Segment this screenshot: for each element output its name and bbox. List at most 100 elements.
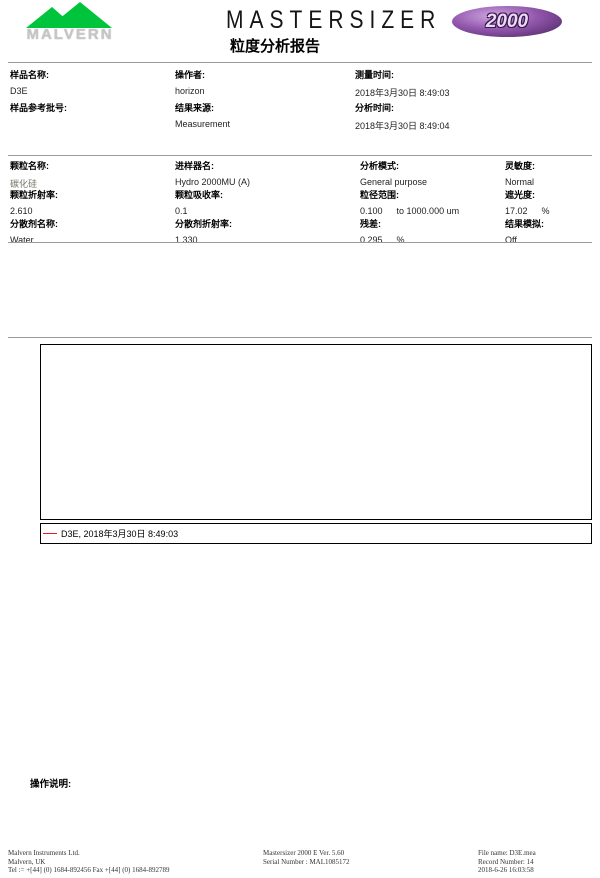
field-label: 结果模拟:: [505, 219, 544, 229]
field-value: Water: [10, 235, 175, 246]
field-value: horizon: [175, 86, 355, 97]
field-label: 颗粒吸收率:: [175, 190, 223, 200]
section-divider: [8, 155, 592, 156]
chart-legend: D3E, 2018年3月30日 8:49:03: [40, 523, 592, 544]
field-value: Hydro 2000MU (A): [175, 177, 360, 188]
field-column: 测量时间: 2018年3月30日 8:49:03 分析时间: 2018年3月30日 8…: [355, 68, 592, 134]
field: 颗粒折射率: 2.610: [10, 188, 175, 216]
field-value: 0.1: [175, 206, 360, 217]
value-text: 碳化硅: [10, 179, 38, 189]
field: 颗粒名称: 碳化硅: [10, 159, 175, 189]
footer-file-info: File name: D3E.mea Record Number: 14 201…: [478, 849, 592, 875]
field-label: 粒径范围:: [360, 190, 399, 200]
value-unit: to 1000.000 um: [396, 206, 460, 216]
field-value: Off: [505, 235, 592, 246]
field-value: General purpose: [360, 177, 505, 188]
value-text: Hydro 2000MU (A): [175, 177, 251, 187]
field: 颗粒吸收率: 0.1: [175, 188, 360, 216]
field: 分析模式: General purpose: [360, 159, 505, 187]
value-unit: %: [396, 235, 405, 245]
field-label: 残差:: [360, 219, 381, 229]
field-value: D3E: [10, 86, 175, 97]
value-text: 2018年3月30日 8:49:03: [355, 88, 450, 98]
field-value: 0.295%: [360, 235, 505, 246]
field: 操作者: horizon: [175, 68, 355, 97]
value-text: 0.295: [360, 235, 383, 245]
field: 遮光度: 17.02%: [505, 188, 592, 216]
footer-line: Malvern Instruments Ltd.: [8, 849, 80, 857]
field: 灵敏度: Normal: [505, 159, 592, 187]
field: 结果来源: Measurement: [175, 101, 355, 130]
particle-size-distribution-chart: [40, 344, 592, 520]
field-value: 碳化硅: [10, 177, 175, 190]
field-label: 测量时间:: [355, 70, 394, 80]
field: 样品参考批号:: [10, 101, 175, 128]
field-value: 17.02%: [505, 206, 592, 217]
footer-line: Malvern, UK: [8, 857, 46, 866]
field-label: 结果来源:: [175, 103, 214, 113]
field-label: 遮光度:: [505, 190, 535, 200]
footer-version: Mastersizer 2000 E Ver. 5.60 Serial Numb…: [263, 849, 478, 875]
value-unit: %: [541, 206, 550, 216]
field-label: 操作者:: [175, 70, 205, 80]
field-value: Normal: [505, 177, 592, 188]
measurement-info-section: 颗粒名称: 碳化硅 颗粒折射率: 2.610 分散剂名称: Water 进样器名: Hydro…: [10, 159, 592, 246]
legend-line-icon: [43, 533, 57, 534]
footer-line: Tel := +[44] (0) 1684-892456 Fax +[44] (…: [8, 866, 170, 874]
field-column: 操作者: horizon 结果来源: Measurement: [175, 68, 355, 134]
field-value: [10, 119, 175, 130]
field-column: 颗粒名称: 碳化硅 颗粒折射率: 2.610 分散剂名称: Water: [10, 159, 175, 246]
footer-line: 2018-6-26 16:03:58: [478, 866, 534, 874]
field-column: 进样器名: Hydro 2000MU (A) 颗粒吸收率: 0.1 分散剂折射率: 1.3…: [175, 159, 360, 246]
page-footer: Malvern Instruments Ltd. Malvern, UK Tel…: [8, 849, 592, 875]
product-title: MASTERSIZER: [226, 7, 442, 35]
chart-canvas: [41, 345, 591, 519]
report-title: 粒度分析报告: [230, 38, 321, 55]
footer-line: Record Number: 14: [478, 857, 534, 866]
field-label: 分散剂折射率:: [175, 219, 232, 229]
field-value: Measurement: [175, 119, 355, 130]
field: 分析时间: 2018年3月30日 8:49:04: [355, 101, 592, 131]
value-text: General purpose: [360, 177, 428, 187]
section-divider: [8, 337, 592, 338]
field-label: 分析模式:: [360, 161, 399, 171]
badge-text: 2000: [485, 10, 529, 32]
field-label: 样品参考批号:: [10, 103, 67, 113]
field: 样品名称: D3E: [10, 68, 175, 97]
value-text: 2018年3月30日 8:49:04: [355, 121, 450, 131]
value-text: 0.1: [175, 206, 188, 216]
field: 分散剂名称: Water: [10, 217, 175, 245]
field-label: 进样器名:: [175, 161, 214, 171]
field-column: 样品名称: D3E 样品参考批号:: [10, 68, 175, 134]
malvern-logo: MALVERN: [14, 2, 126, 44]
field-label: 样品名称:: [10, 70, 49, 80]
footer-line: Serial Number : MAL1085172: [263, 857, 350, 866]
section-divider: [8, 242, 592, 243]
field-value: 1.330: [175, 235, 360, 246]
field: 进样器名: Hydro 2000MU (A): [175, 159, 360, 187]
field: 残差: 0.295%: [360, 217, 505, 245]
sample-info-section: 样品名称: D3E 样品参考批号: 操作者: horizon 结果来源: Measureme…: [10, 68, 592, 134]
field-value: 2018年3月30日 8:49:03: [355, 86, 592, 99]
field: 结果模拟: Off: [505, 217, 592, 245]
field-label: 颗粒折射率:: [10, 190, 58, 200]
value-text: 17.02: [505, 206, 528, 216]
value-text: horizon: [175, 86, 205, 96]
legend-label: D3E, 2018年3月30日 8:49:03: [61, 529, 179, 539]
value-text: Normal: [505, 177, 535, 187]
field-column: 分析模式: General purpose 粒径范围: 0.100 to 1000.00…: [360, 159, 505, 246]
field-value: 2018年3月30日 8:49:04: [355, 119, 592, 132]
value-text: D3E: [10, 86, 28, 96]
field: 测量时间: 2018年3月30日 8:49:03: [355, 68, 592, 98]
value-text: 0.100: [360, 206, 383, 216]
footer-line: Mastersizer 2000 E Ver. 5.60: [263, 849, 345, 857]
field-value: 0.100 to 1000.000 um: [360, 206, 505, 217]
value-text: Off: [505, 235, 517, 245]
value-text: 1.330: [175, 235, 198, 245]
badge-2000: 2000: [452, 6, 562, 37]
field-label: 分析时间:: [355, 103, 394, 113]
field-column: 灵敏度: Normal 遮光度: 17.02% 结果模拟: Off: [505, 159, 592, 246]
mountains-icon: [26, 2, 112, 28]
value-text: 2.610: [10, 206, 33, 216]
